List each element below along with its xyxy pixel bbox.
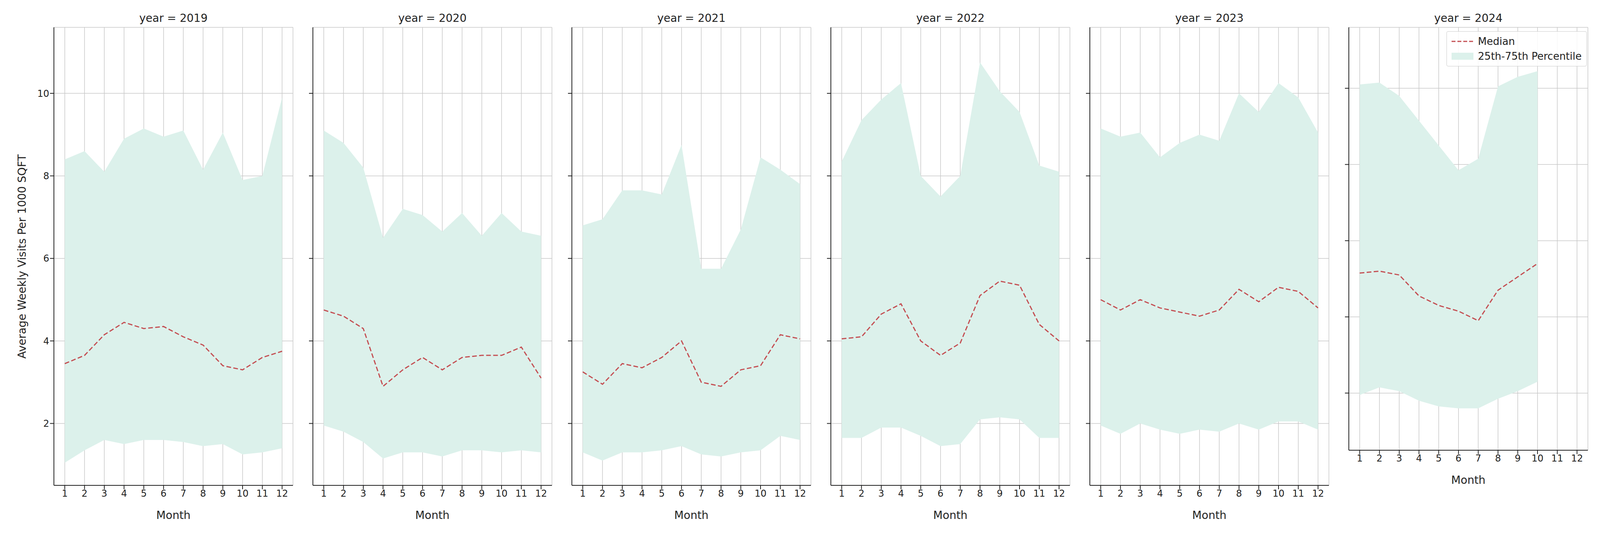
svg-text:Month: Month: [674, 508, 709, 522]
svg-text:4: 4: [121, 488, 127, 500]
svg-text:2: 2: [1117, 488, 1124, 500]
svg-text:6: 6: [678, 488, 685, 500]
svg-text:7: 7: [180, 488, 187, 500]
svg-text:7: 7: [1216, 488, 1223, 500]
svg-text:5: 5: [1435, 453, 1442, 465]
html-text:Average Weekly Visits Per 1000: Average Weekly Visits Per 1000 SQFT: [15, 154, 29, 359]
svg-text:12: 12: [535, 488, 548, 500]
svg-text:6: 6: [1196, 488, 1203, 500]
svg-text:1: 1: [320, 488, 327, 500]
svg-text:Month: Month: [415, 508, 450, 522]
svg-text:6: 6: [937, 488, 944, 500]
svg-text:5: 5: [140, 488, 147, 500]
svg-text:9: 9: [996, 488, 1003, 500]
svg-text:9: 9: [737, 488, 744, 500]
svg-text:12: 12: [794, 488, 807, 500]
svg-text:8: 8: [200, 488, 206, 500]
svg-text:3: 3: [101, 488, 108, 500]
svg-text:1: 1: [1097, 488, 1104, 500]
svg-text:7: 7: [1475, 453, 1482, 465]
svg-text:1: 1: [61, 488, 68, 500]
svg-text:4: 4: [639, 488, 645, 500]
svg-text:8: 8: [458, 488, 465, 500]
svg-text:4: 4: [380, 488, 386, 500]
svg-text:9: 9: [219, 488, 226, 500]
svg-text:10: 10: [1272, 488, 1285, 500]
svg-text:6: 6: [1455, 453, 1462, 465]
svg-text:11: 11: [1033, 488, 1046, 500]
svg-text:Month: Month: [1192, 508, 1227, 522]
svg-text:2: 2: [81, 488, 88, 500]
svg-text:8: 8: [717, 488, 724, 500]
svg-text:12: 12: [1312, 488, 1325, 500]
svg-text:6: 6: [160, 488, 167, 500]
svg-text:4: 4: [43, 335, 50, 347]
svg-text:9: 9: [478, 488, 485, 500]
svg-text:10: 10: [1013, 488, 1026, 500]
svg-text:7: 7: [439, 488, 446, 500]
svg-text:1: 1: [579, 488, 586, 500]
svg-text:12: 12: [276, 488, 289, 500]
svg-text:8: 8: [43, 170, 50, 182]
html-text:year = 2020: year = 2020: [398, 11, 467, 25]
svg-text:10: 10: [1531, 453, 1544, 465]
svg-text:5: 5: [917, 488, 924, 500]
svg-text:10: 10: [495, 488, 508, 500]
svg-text:1: 1: [1356, 453, 1363, 465]
svg-text:11: 11: [1292, 488, 1305, 500]
html-text:25th-75th Percentile: 25th-75th Percentile: [1477, 50, 1582, 63]
html-text:year = 2021: year = 2021: [657, 11, 726, 25]
svg-text:4: 4: [898, 488, 904, 500]
svg-text:3: 3: [619, 488, 625, 500]
svg-text:5: 5: [399, 488, 406, 500]
svg-text:Month: Month: [156, 508, 191, 522]
svg-text:10: 10: [236, 488, 249, 500]
html-text:year = 2019: year = 2019: [139, 11, 208, 25]
svg-text:11: 11: [1551, 453, 1564, 465]
svg-text:3: 3: [1396, 453, 1402, 465]
svg-text:9: 9: [1255, 488, 1262, 500]
svg-text:8: 8: [976, 488, 983, 500]
svg-text:3: 3: [878, 488, 884, 500]
svg-text:8: 8: [1235, 488, 1242, 500]
svg-text:9: 9: [1514, 453, 1521, 465]
svg-text:2: 2: [858, 488, 865, 500]
svg-text:Month: Month: [933, 508, 968, 522]
html-text:year = 2023: year = 2023: [1175, 11, 1244, 25]
svg-text:5: 5: [1176, 488, 1183, 500]
svg-text:5: 5: [658, 488, 665, 500]
svg-text:11: 11: [515, 488, 528, 500]
svg-text:7: 7: [957, 488, 964, 500]
svg-text:8: 8: [1494, 453, 1501, 465]
svg-text:2: 2: [43, 418, 50, 430]
svg-text:2: 2: [599, 488, 606, 500]
svg-text:4: 4: [1157, 488, 1163, 500]
svg-text:12: 12: [1571, 453, 1584, 465]
svg-text:Month: Month: [1451, 473, 1486, 487]
svg-text:12: 12: [1053, 488, 1066, 500]
svg-text:10: 10: [754, 488, 767, 500]
svg-text:2: 2: [1376, 453, 1383, 465]
svg-text:6: 6: [419, 488, 426, 500]
svg-text:2: 2: [340, 488, 347, 500]
svg-text:11: 11: [256, 488, 269, 500]
svg-text:4: 4: [1416, 453, 1422, 465]
svg-text:6: 6: [43, 253, 50, 265]
svg-text:1: 1: [838, 488, 845, 500]
svg-text:3: 3: [360, 488, 367, 500]
svg-text:10: 10: [37, 88, 50, 100]
svg-text:3: 3: [1137, 488, 1143, 500]
html-text:Median: Median: [1477, 35, 1515, 48]
svg-text:11: 11: [774, 488, 787, 500]
html-text:year = 2024: year = 2024: [1434, 11, 1503, 25]
svg-text:7: 7: [698, 488, 705, 500]
html-text:year = 2022: year = 2022: [916, 11, 985, 25]
